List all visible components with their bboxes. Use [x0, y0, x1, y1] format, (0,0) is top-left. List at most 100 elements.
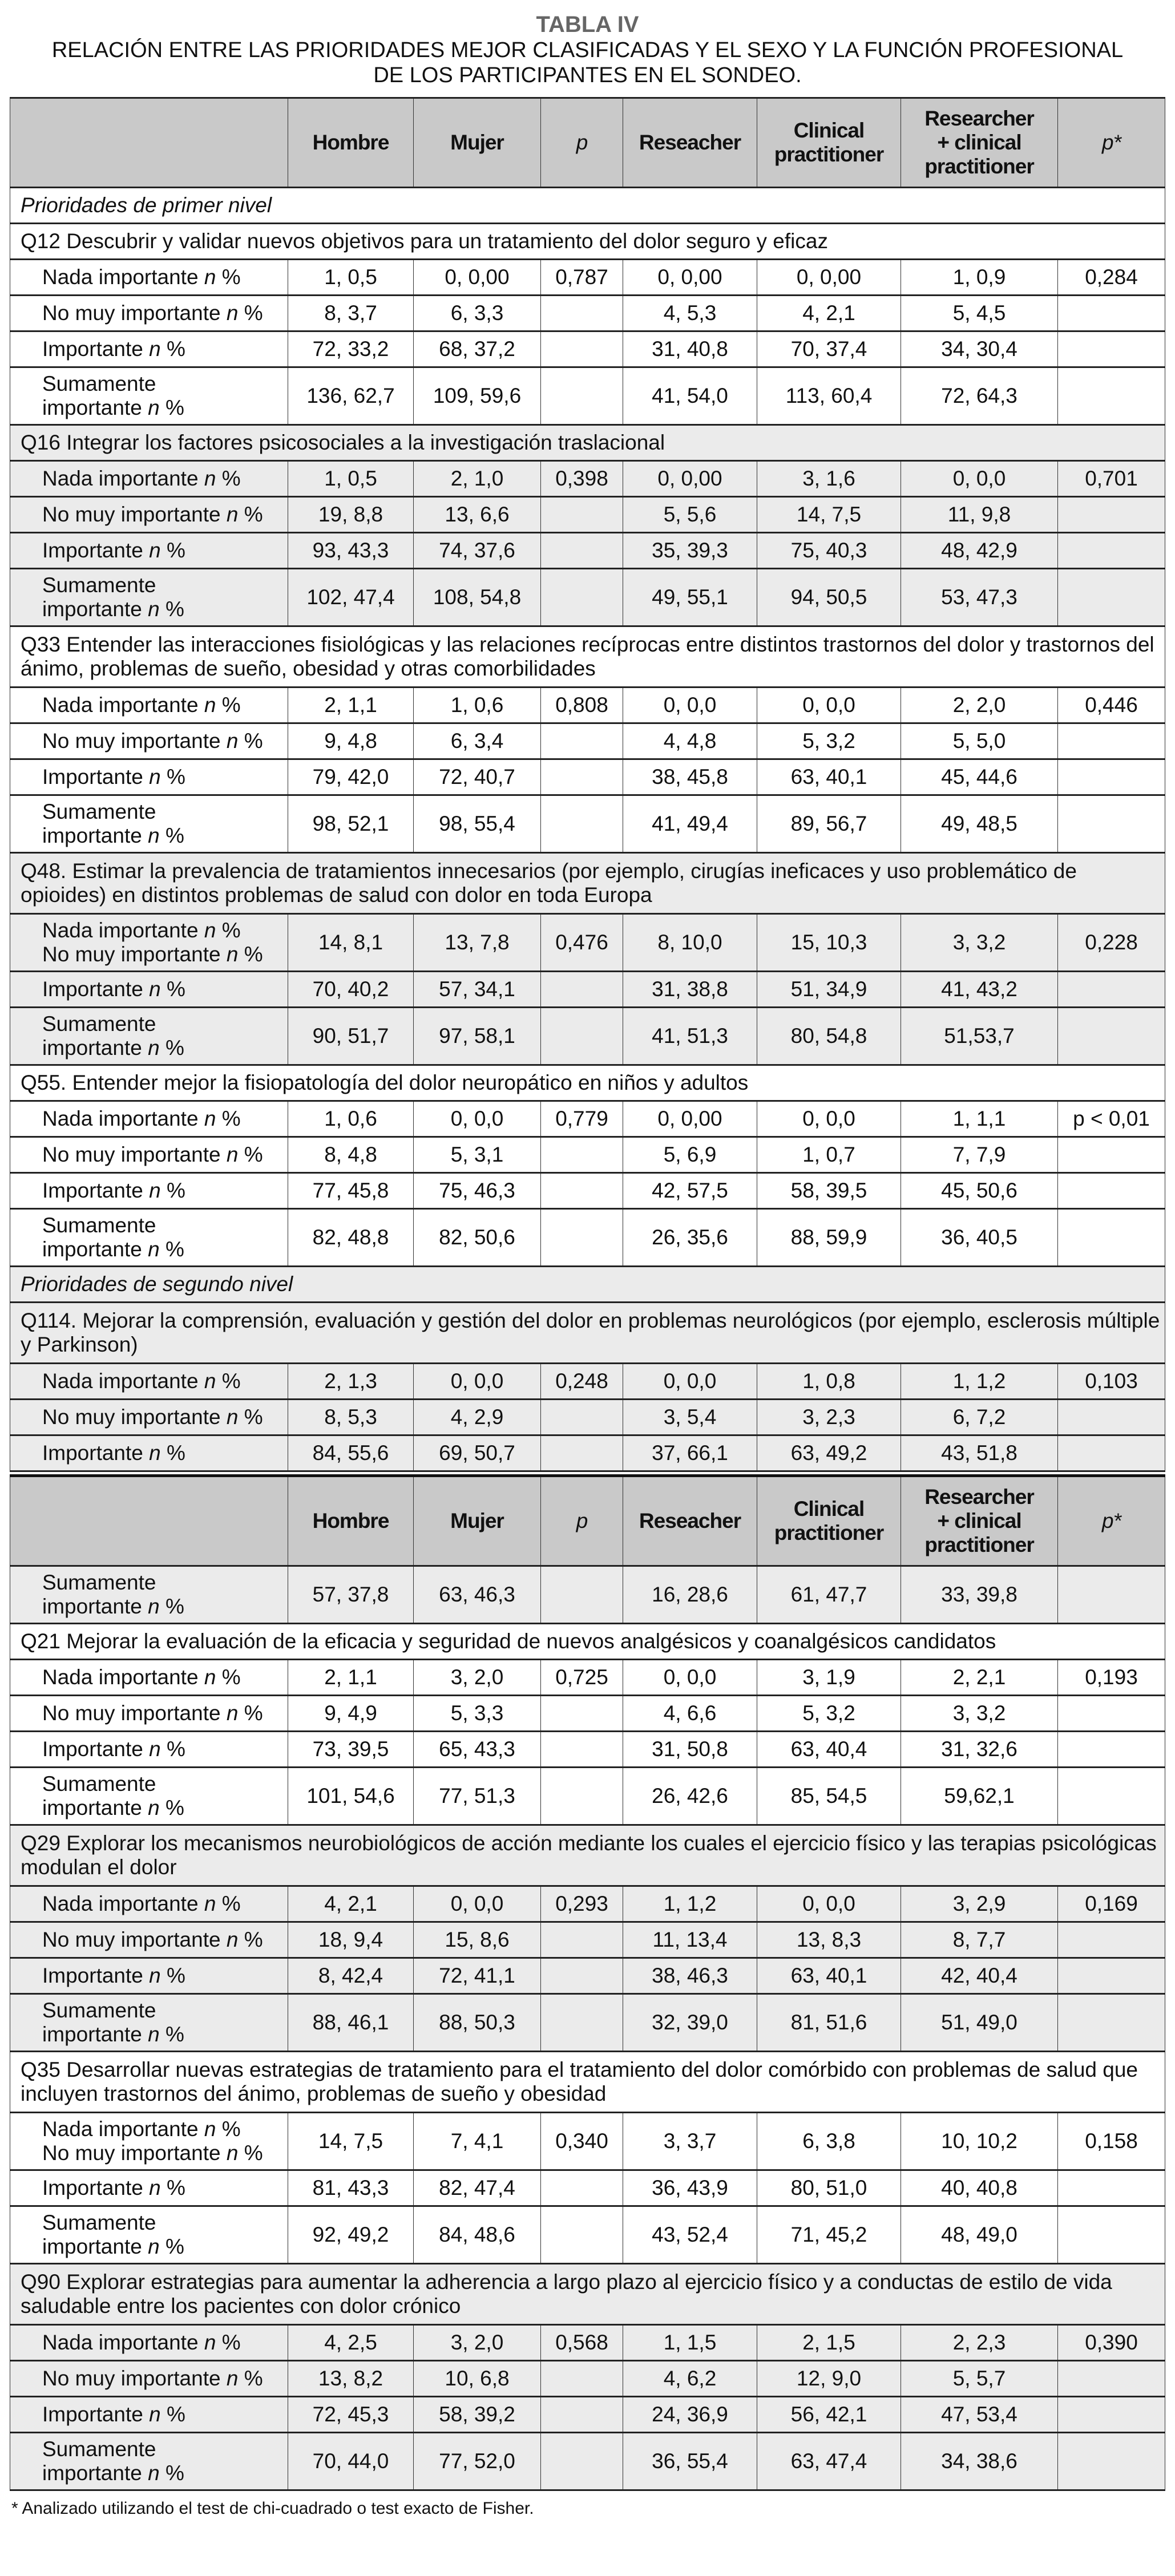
- table-cell: [1057, 1695, 1165, 1732]
- unit-n: n: [204, 1892, 216, 1915]
- table-cell: 69, 50,7: [413, 1434, 541, 1472]
- table-cell: 0, 0,00: [413, 258, 541, 296]
- table-cell: 0, 0,0: [623, 686, 757, 724]
- unit-percent: %: [221, 265, 241, 289]
- table-cell: 75, 40,3: [757, 532, 901, 569]
- table-row: Sumamente importante n % 90, 51,7 97, 58,1 4…: [10, 1006, 1165, 1066]
- row-label: Nada importante n %: [10, 2324, 288, 2361]
- table-cell: 31, 38,8: [623, 970, 757, 1008]
- row-label-text: Sumamente: [42, 800, 156, 823]
- table-cell: 8, 4,8: [288, 1136, 414, 1174]
- row-label-text: Nada importante: [42, 467, 199, 490]
- table-cell: 90, 51,7: [288, 1006, 414, 1066]
- unit-percent: %: [165, 396, 184, 419]
- column-header: p: [540, 97, 623, 188]
- row-label-text: No muy importante: [42, 729, 221, 753]
- table-cell: 0, 0,0: [413, 1885, 541, 1923]
- table-row: Nada importante n % 2, 1,3 0, 0,0 0,248 0, 0…: [10, 1362, 1165, 1400]
- table-cell: 109, 59,6: [413, 366, 541, 426]
- row-label-text: No muy importante: [42, 1405, 221, 1429]
- table-cell: [1057, 366, 1165, 426]
- question-row: Q35 Desarrollar nuevas estrategias de tr…: [10, 2051, 1165, 2113]
- row-label: Importante n %: [10, 1957, 288, 1995]
- table-cell: [1057, 2396, 1165, 2433]
- table-cell: 47, 53,4: [901, 2396, 1058, 2433]
- unit-n: n: [226, 2367, 239, 2390]
- table-cell: 4, 6,6: [623, 1695, 757, 1732]
- unit-n: n: [148, 1595, 160, 1618]
- table-cell: [1057, 496, 1165, 533]
- table-cell: 1, 1,5: [623, 2324, 757, 2361]
- row-label-text: Nada importante: [42, 2331, 199, 2354]
- table-cell: 12, 9,0: [757, 2360, 901, 2397]
- tables-container: Hombre Mujer p Reseacher Clinical practitione…: [0, 97, 1175, 2491]
- table-cell: 4, 6,2: [623, 2360, 757, 2397]
- row-label-text: importante: [42, 2461, 142, 2485]
- row-label: No muy importante n %: [10, 1398, 288, 1436]
- table-cell: [1057, 722, 1165, 760]
- table-cell: 1, 0,6: [288, 1100, 414, 1138]
- table-cell: [540, 1766, 623, 1826]
- row-label-text: Nada importante: [42, 693, 199, 717]
- table-cell: 57, 37,8: [288, 1565, 414, 1624]
- table-cell: 41, 51,3: [623, 1006, 757, 1066]
- table-cell: 70, 40,2: [288, 970, 414, 1008]
- table-cell: 9, 4,9: [288, 1695, 414, 1732]
- unit-percent: %: [167, 1737, 185, 1761]
- table-cell: 5, 6,9: [623, 1136, 757, 1174]
- row-label-text: Nada importante: [42, 1107, 199, 1130]
- table-cell: [1057, 1565, 1165, 1624]
- data-table: Hombre Mujer p Reseacher Clinical practitione…: [10, 1474, 1165, 2491]
- unit-n: n: [148, 1238, 160, 1261]
- table-cell: 59,62,1: [901, 1766, 1058, 1826]
- row-label-text: Sumamente: [42, 1999, 156, 2022]
- table-cell: 7, 4,1: [413, 2112, 541, 2171]
- unit-n: n: [148, 1796, 160, 1819]
- question-row: Q55. Entender mejor la fisiopatología de…: [10, 1064, 1165, 1102]
- table-cell: 0, 0,0: [757, 1100, 901, 1138]
- table-cell: 84, 48,6: [413, 2205, 541, 2264]
- unit-n: n: [149, 539, 161, 562]
- column-header: p: [540, 1475, 623, 1567]
- unit-n: n: [204, 2117, 216, 2141]
- table-cell: 113, 60,4: [757, 366, 901, 426]
- column-header: [10, 97, 288, 188]
- table-cell: 6, 3,3: [413, 294, 541, 332]
- unit-n: n: [204, 467, 216, 490]
- table-cell: 3, 2,0: [413, 1659, 541, 1696]
- table-cell: 80, 54,8: [757, 1006, 901, 1066]
- table-cell: 65, 43,3: [413, 1730, 541, 1768]
- unit-percent: %: [167, 1179, 185, 1202]
- table-cell: 31, 32,6: [901, 1730, 1058, 1768]
- table-cell: [1057, 1172, 1165, 1210]
- row-label: Importante n %: [10, 2396, 288, 2433]
- table-row: No muy importante n % 9, 4,9 5, 3,3 4, 6,6 5…: [10, 1695, 1165, 1732]
- row-label-text: Importante: [42, 337, 143, 361]
- table-cell: 81, 51,6: [757, 1993, 901, 2052]
- question-row: Q48. Estimar la prevalencia de tratamien…: [10, 852, 1165, 915]
- table-cell: 63, 40,1: [757, 758, 901, 796]
- table-subtitle-line-2: DE LOS PARTICIPANTES EN EL SONDEO.: [373, 63, 802, 87]
- row-label-text: Importante: [42, 539, 143, 562]
- row-label: Sumamente importante n %: [10, 1766, 288, 1826]
- table-cell: 3, 3,2: [901, 913, 1058, 972]
- table-row: Importante n % 77, 45,8 75, 46,3 42, 57,5 58…: [10, 1172, 1165, 1210]
- table-cell: 4, 5,3: [623, 294, 757, 332]
- row-label: Nada importante n %: [10, 258, 288, 296]
- unit-percent: %: [167, 765, 185, 788]
- row-label-text: Sumamente: [42, 1012, 156, 1036]
- table-cell: 40, 40,8: [901, 2169, 1058, 2207]
- table-cell: 43, 51,8: [901, 1434, 1058, 1472]
- table-cell: 15, 8,6: [413, 1921, 541, 1959]
- unit-percent: %: [221, 693, 241, 717]
- column-header: p*: [1057, 1475, 1165, 1567]
- table-cell: [1057, 1957, 1165, 1995]
- column-header-text: Reseacher: [639, 131, 741, 154]
- table-cell: 9, 4,8: [288, 722, 414, 760]
- table-cell: 14, 7,5: [288, 2112, 414, 2171]
- row-label: Importante n %: [10, 1172, 288, 1210]
- row-label-text: Sumamente: [42, 573, 156, 597]
- unit-n: n: [149, 2176, 161, 2199]
- table-cell: 51, 49,0: [901, 1993, 1058, 2052]
- table-cell: 5, 5,0: [901, 722, 1058, 760]
